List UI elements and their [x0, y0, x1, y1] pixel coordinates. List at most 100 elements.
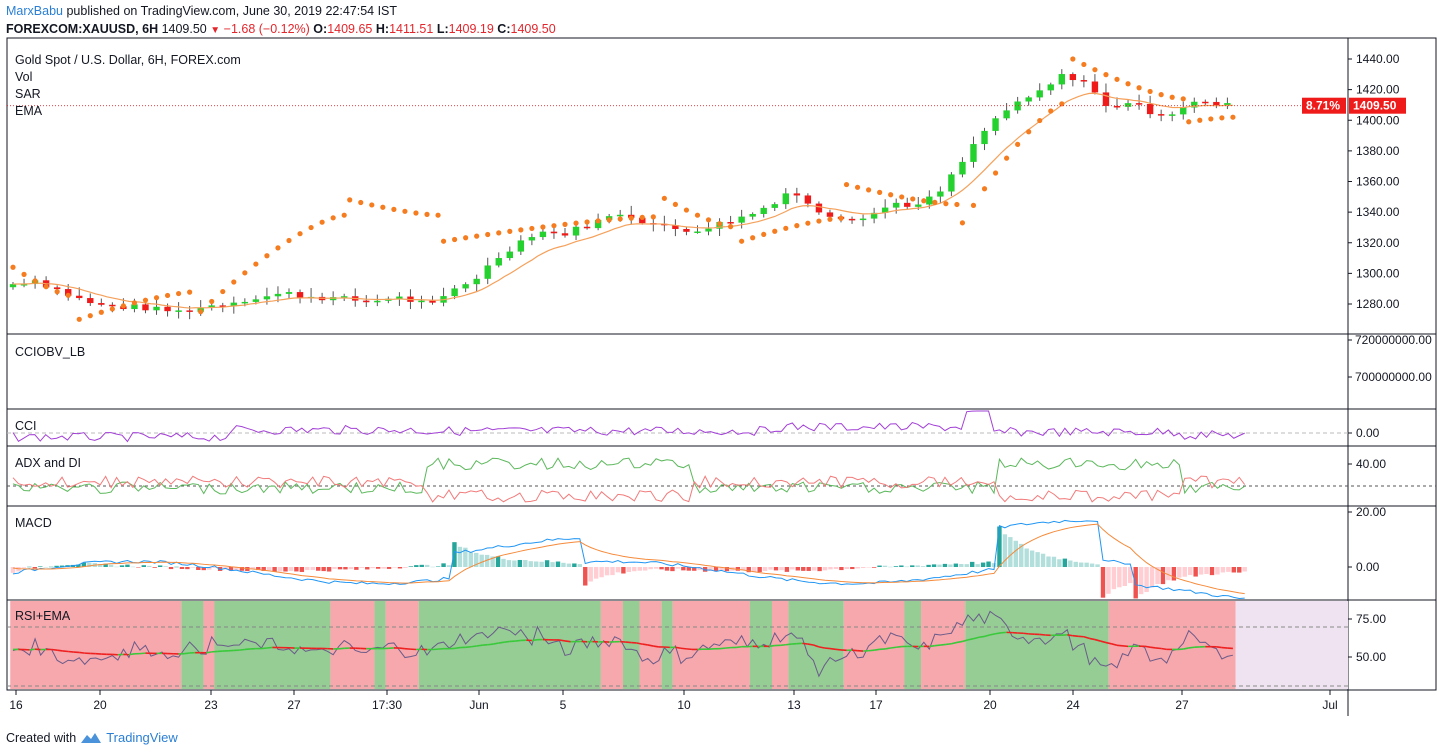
- pane-title-adx[interactable]: ADX and DI: [15, 456, 81, 470]
- sar-dot: [761, 232, 766, 237]
- macd-bar: [142, 565, 146, 567]
- rsi-ema-segment: [68, 652, 74, 653]
- rsi-zone: [330, 601, 374, 689]
- tradingview-brand[interactable]: TradingView: [106, 730, 178, 745]
- price-change: −1.68 (−0.12%): [224, 22, 310, 36]
- macd-bar: [49, 567, 53, 568]
- candle: [562, 233, 568, 235]
- sar-dot: [474, 234, 479, 239]
- macd-bar: [191, 567, 195, 568]
- candle: [794, 193, 800, 195]
- low-label: L:: [437, 22, 449, 36]
- macd-bar: [376, 567, 380, 569]
- sar-dot: [402, 209, 407, 214]
- macd-bar: [109, 565, 113, 567]
- pane-title-cci[interactable]: CCI: [15, 419, 37, 433]
- candle: [573, 227, 579, 236]
- author-link[interactable]: MarxBabu: [6, 4, 63, 18]
- sar-dot: [877, 190, 882, 195]
- macd-bar: [289, 567, 293, 571]
- macd-bar: [1068, 561, 1072, 567]
- macd-bar: [1030, 551, 1034, 567]
- sar-dot: [662, 196, 667, 201]
- macd-bar: [856, 567, 860, 568]
- sar-dot: [783, 226, 788, 231]
- macd-bar: [1144, 567, 1148, 592]
- macd-bar: [507, 560, 511, 567]
- macd-bar: [812, 567, 816, 571]
- candle: [584, 227, 590, 229]
- sar-dot: [308, 225, 313, 230]
- pane-title-cciobv[interactable]: CCIOBV_LB: [15, 345, 85, 359]
- pane-title-macd[interactable]: MACD: [15, 516, 52, 530]
- macd-bar: [954, 564, 958, 567]
- symbol-name[interactable]: FOREXCOM:XAUUSD, 6H: [6, 22, 158, 36]
- sar-dot: [121, 303, 126, 308]
- sar-dot: [485, 232, 490, 237]
- macd-bar: [1063, 559, 1067, 567]
- time-tick-label: 13: [787, 698, 801, 712]
- macd-bar: [648, 567, 652, 569]
- macd-bar: [785, 567, 789, 572]
- rsi-ema-segment: [206, 652, 212, 653]
- rsi-ema-segment: [830, 649, 836, 650]
- macd-bar: [975, 564, 979, 567]
- candle: [374, 301, 380, 303]
- sar-dot: [1125, 81, 1130, 86]
- rsi-ema-segment: [30, 649, 36, 650]
- indicator-vol[interactable]: Vol: [15, 70, 32, 84]
- sar-dot: [154, 295, 159, 300]
- sar-dot: [380, 205, 385, 210]
- candle: [1114, 106, 1120, 108]
- macd-bar: [589, 567, 593, 581]
- rsi-ema-segment: [675, 647, 681, 648]
- rsi-ema-segment: [239, 649, 245, 650]
- macd-bar: [643, 567, 647, 571]
- macd-bar: [496, 556, 500, 567]
- sar-dot: [910, 196, 915, 201]
- candle: [76, 296, 82, 298]
- sar-dot: [971, 203, 976, 208]
- sar-dot: [596, 218, 601, 223]
- macd-bar: [665, 567, 669, 571]
- rsi-zone: [904, 601, 921, 689]
- rsi-zone: [623, 601, 640, 689]
- sar-dot: [921, 198, 926, 203]
- macd-bar: [638, 567, 642, 571]
- macd-bar: [381, 567, 385, 569]
- indicator-ema[interactable]: EMA: [15, 104, 42, 118]
- rsi-ema-segment: [780, 645, 786, 646]
- candles: [10, 69, 1231, 319]
- candle: [1081, 80, 1087, 82]
- rsi-ema-segment: [63, 651, 69, 652]
- macd-bar: [1041, 554, 1045, 567]
- macd-bar: [316, 567, 320, 571]
- macd-bar: [158, 565, 162, 567]
- macd-bar: [332, 567, 336, 569]
- sar-dot: [507, 229, 512, 234]
- macd-bar: [1177, 567, 1181, 578]
- ema-line: [13, 93, 1233, 308]
- sar-dot: [805, 221, 810, 226]
- macd-bar: [959, 564, 963, 567]
- sar-dot: [1230, 115, 1235, 120]
- macd-bar: [452, 542, 456, 567]
- macd-bar: [801, 567, 805, 571]
- macd-bar: [774, 567, 778, 570]
- price-tick-label: 1420.00: [1356, 83, 1400, 97]
- candle: [429, 301, 435, 303]
- high-value: 1411.51: [389, 22, 433, 36]
- candle: [485, 265, 491, 278]
- rsi-ema-segment: [57, 650, 63, 651]
- indicator-sar[interactable]: SAR: [15, 87, 41, 101]
- sar-dot: [187, 290, 192, 295]
- macd-bar: [877, 566, 881, 567]
- macd-bar: [594, 567, 598, 579]
- pane-title-rsi[interactable]: RSI+EMA: [15, 609, 70, 623]
- candle: [253, 299, 259, 302]
- macd-bar: [1014, 541, 1018, 567]
- candle: [363, 301, 369, 303]
- rsi-zone: [965, 601, 1109, 689]
- macd-bar: [185, 567, 189, 569]
